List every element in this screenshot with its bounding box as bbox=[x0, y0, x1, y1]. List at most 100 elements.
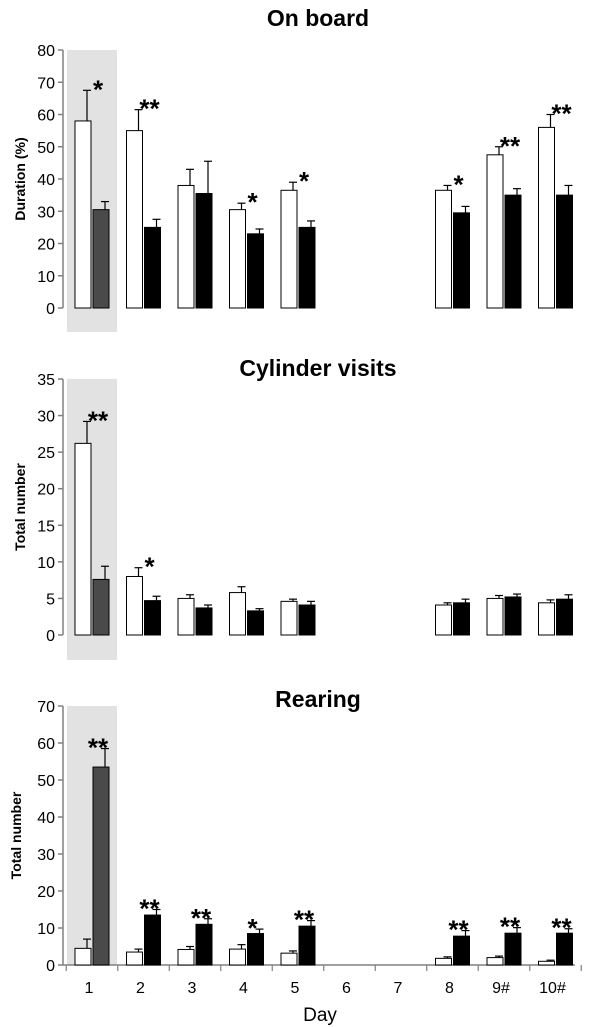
y-tick-label: 40 bbox=[37, 172, 55, 189]
y-tick-label: 50 bbox=[37, 773, 55, 790]
significance-marker: ** bbox=[500, 131, 521, 161]
y-tick-label: 35 bbox=[37, 372, 55, 389]
chart-title: On board bbox=[267, 5, 369, 31]
bar-filled bbox=[144, 914, 161, 966]
bar-filled bbox=[92, 578, 110, 636]
x-tick-label: 9# bbox=[492, 980, 510, 997]
bar-filled bbox=[504, 932, 522, 966]
y-tick-label: 0 bbox=[46, 628, 55, 645]
significance-marker: * bbox=[299, 166, 310, 196]
significance-marker: ** bbox=[448, 915, 469, 945]
bar-open bbox=[126, 130, 143, 309]
bar-open bbox=[280, 600, 298, 636]
y-tick-label: 0 bbox=[46, 301, 55, 318]
bar-filled bbox=[298, 925, 316, 966]
x-tick-label: 6 bbox=[342, 980, 351, 997]
x-axis-label: Day bbox=[303, 1005, 337, 1026]
significance-marker: * bbox=[93, 74, 104, 104]
y-tick-label: 30 bbox=[37, 847, 55, 864]
bar-filled bbox=[504, 596, 522, 636]
bar-open bbox=[486, 597, 504, 636]
bar-open bbox=[435, 957, 452, 966]
bar-filled bbox=[298, 226, 316, 309]
significance-marker: ** bbox=[88, 733, 109, 763]
significance-marker: ** bbox=[88, 405, 109, 435]
bar-filled bbox=[144, 600, 161, 636]
y-tick-label: 80 bbox=[37, 43, 55, 60]
chart-title: Cylinder visits bbox=[239, 355, 396, 381]
bar-filled bbox=[453, 212, 470, 309]
bar-filled bbox=[298, 604, 316, 636]
bar-open bbox=[486, 957, 504, 966]
significance-marker: ** bbox=[551, 99, 572, 129]
y-tick-label: 40 bbox=[37, 810, 55, 827]
bar-open bbox=[177, 948, 195, 966]
bar-open bbox=[229, 948, 246, 966]
bar-open bbox=[126, 575, 143, 636]
bar-open bbox=[435, 189, 452, 309]
bar-open bbox=[280, 189, 298, 309]
y-tick-label: 70 bbox=[37, 75, 55, 92]
x-tick-label: 1 bbox=[85, 980, 94, 997]
significance-marker: ** bbox=[191, 903, 212, 933]
bar-open bbox=[74, 120, 92, 309]
bar-open bbox=[177, 597, 195, 636]
bar-filled bbox=[556, 932, 573, 966]
bar-open bbox=[538, 126, 555, 309]
y-tick-label: 10 bbox=[37, 921, 55, 938]
y-tick-label: 20 bbox=[37, 482, 55, 499]
significance-marker: * bbox=[247, 187, 258, 217]
bar-filled bbox=[556, 598, 573, 636]
y-tick-label: 60 bbox=[37, 108, 55, 125]
y-tick-label: 10 bbox=[37, 269, 55, 286]
significance-marker: * bbox=[453, 169, 464, 199]
y-axis-label: Total number bbox=[8, 791, 24, 879]
bar-open bbox=[486, 154, 504, 309]
y-tick-label: 70 bbox=[37, 699, 55, 716]
x-tick-label: 3 bbox=[188, 980, 197, 997]
bar-filled bbox=[92, 209, 110, 309]
y-axis-label: Duration (%) bbox=[12, 137, 28, 220]
y-axis-label: Total number bbox=[12, 463, 28, 551]
y-tick-label: 20 bbox=[37, 237, 55, 254]
bar-filled bbox=[453, 602, 470, 636]
bar-filled bbox=[504, 194, 522, 309]
significance-marker: * bbox=[247, 913, 258, 943]
significance-marker: ** bbox=[139, 894, 160, 924]
x-tick-label: 7 bbox=[394, 980, 403, 997]
bar-filled bbox=[247, 610, 264, 636]
bar-filled bbox=[195, 607, 213, 636]
bar-filled bbox=[92, 766, 110, 966]
significance-marker: ** bbox=[139, 94, 160, 124]
bar-open bbox=[435, 604, 452, 636]
bar-open bbox=[229, 592, 246, 636]
significance-marker: ** bbox=[294, 905, 315, 935]
bar-open bbox=[538, 960, 555, 966]
bar-filled bbox=[453, 935, 470, 966]
bar-filled bbox=[195, 193, 213, 309]
x-tick-label: 10# bbox=[539, 980, 566, 997]
bar-filled bbox=[195, 923, 213, 966]
significance-marker: ** bbox=[551, 913, 572, 943]
chart-title: Rearing bbox=[275, 686, 361, 712]
significance-marker: * bbox=[144, 552, 155, 582]
y-tick-label: 30 bbox=[37, 409, 55, 426]
bar-filled bbox=[247, 233, 264, 309]
x-tick-label: 4 bbox=[239, 980, 248, 997]
x-tick-label: 8 bbox=[445, 980, 454, 997]
bar-open bbox=[280, 952, 298, 966]
y-tick-label: 5 bbox=[46, 591, 55, 608]
x-tick-label: 5 bbox=[291, 980, 300, 997]
y-tick-label: 0 bbox=[46, 958, 55, 975]
bar-open bbox=[538, 602, 555, 636]
significance-marker: ** bbox=[500, 912, 521, 942]
y-tick-label: 30 bbox=[37, 204, 55, 221]
y-tick-label: 60 bbox=[37, 736, 55, 753]
y-tick-label: 20 bbox=[37, 884, 55, 901]
y-tick-label: 25 bbox=[37, 445, 55, 462]
y-tick-label: 10 bbox=[37, 555, 55, 572]
bar-open bbox=[74, 442, 92, 636]
bar-filled bbox=[247, 933, 264, 966]
bar-open bbox=[74, 947, 92, 966]
